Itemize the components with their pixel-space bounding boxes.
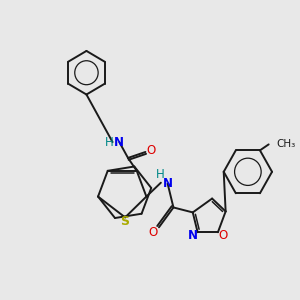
Text: N: N (163, 177, 172, 190)
Text: N: N (114, 136, 124, 148)
Text: H: H (105, 136, 114, 148)
Text: O: O (148, 226, 158, 239)
Text: O: O (147, 145, 156, 158)
Text: N: N (188, 229, 198, 242)
Text: CH₃: CH₃ (276, 140, 296, 149)
Text: O: O (218, 229, 227, 242)
Text: S: S (120, 215, 129, 228)
Text: H: H (155, 168, 164, 181)
